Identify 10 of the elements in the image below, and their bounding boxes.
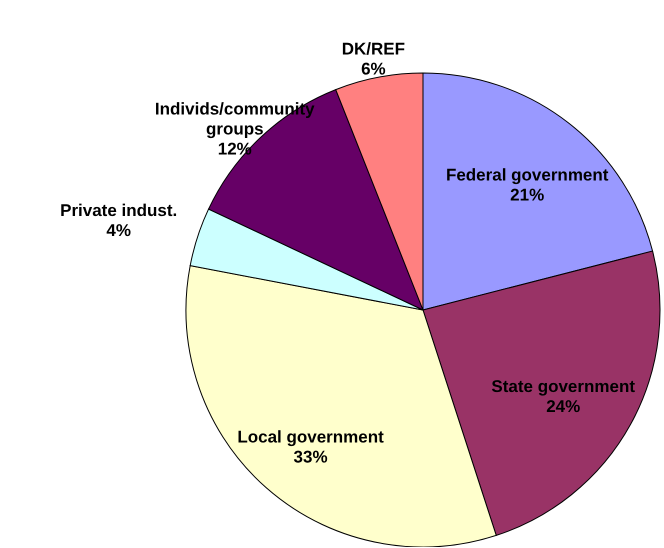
slice-label: State government	[491, 377, 636, 396]
slice-label: Private indust.	[60, 201, 178, 220]
data-label: 6%	[361, 60, 386, 79]
data-label: 4%	[106, 221, 131, 240]
data-label: 21%	[510, 186, 544, 205]
data-label: 24%	[546, 397, 580, 416]
slice-label: DK/REF	[342, 40, 405, 59]
slice-label: Local government	[237, 428, 384, 447]
slice-label: Federal government	[446, 166, 609, 185]
data-label: 33%	[294, 448, 328, 467]
